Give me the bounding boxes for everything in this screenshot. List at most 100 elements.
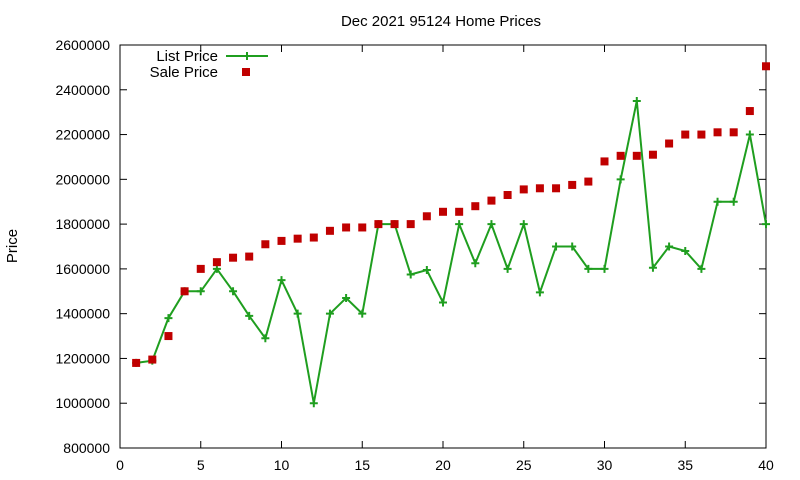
x-tick-label: 30 xyxy=(597,457,613,473)
y-tick-label: 1800000 xyxy=(55,216,110,232)
data-point-sale-price xyxy=(309,233,318,242)
data-point-sale-price xyxy=(665,139,674,148)
data-point-sale-price xyxy=(552,184,561,193)
plot-area: 800000 1000000 1200000 1400000 1600000 180000… xyxy=(55,37,774,473)
data-point-list-price xyxy=(762,220,770,229)
x-tick-label: 35 xyxy=(677,457,693,473)
y-tick-label: 1200000 xyxy=(55,350,110,366)
y-tick-label: 800000 xyxy=(63,440,110,456)
data-point-list-price xyxy=(293,309,302,318)
x-tick-label: 20 xyxy=(435,457,451,473)
data-point-sale-price xyxy=(148,355,157,364)
x-tick-label: 15 xyxy=(354,457,370,473)
data-point-list-price xyxy=(552,242,561,251)
y-tick-label: 2000000 xyxy=(55,171,110,187)
data-point-list-price xyxy=(535,288,544,297)
data-point-list-price xyxy=(164,314,173,323)
data-point-sale-price xyxy=(164,332,173,341)
data-point-list-price xyxy=(648,263,657,272)
data-point-sale-price xyxy=(406,220,415,229)
x-tick-label: 5 xyxy=(197,457,205,473)
data-point-list-price xyxy=(325,309,334,318)
data-point-list-price xyxy=(358,309,367,318)
data-point-sale-price xyxy=(519,185,528,194)
data-point-list-price xyxy=(713,197,722,206)
data-point-list-price xyxy=(261,334,270,343)
data-point-sale-price xyxy=(293,234,302,243)
legend-marker-list-price xyxy=(243,52,251,60)
data-point-sale-price xyxy=(503,191,512,200)
data-point-sale-price xyxy=(212,258,221,267)
data-point-sale-price xyxy=(358,223,367,232)
data-point-list-price xyxy=(697,264,706,273)
legend-marker-sale-price xyxy=(242,68,250,76)
data-point-sale-price xyxy=(648,150,657,159)
data-point-list-price xyxy=(487,220,496,229)
data-point-list-price xyxy=(196,287,205,296)
data-point-sale-price xyxy=(132,358,141,367)
data-point-list-price xyxy=(584,264,593,273)
data-point-sale-price xyxy=(568,180,577,189)
data-point-sale-price xyxy=(196,264,205,273)
data-point-list-price xyxy=(519,220,528,229)
data-point-list-price xyxy=(665,242,674,251)
y-tick-label: 2200000 xyxy=(55,127,110,143)
data-point-list-price xyxy=(632,96,641,105)
data-point-sale-price xyxy=(245,252,254,261)
chart-title: Dec 2021 95124 Home Prices xyxy=(341,13,541,30)
data-point-sale-price xyxy=(762,62,770,71)
data-point-sale-price xyxy=(729,128,738,137)
data-point-sale-price xyxy=(390,220,399,229)
data-point-list-price xyxy=(471,259,480,268)
data-point-sale-price xyxy=(584,177,593,186)
legend: List Price Sale Price xyxy=(150,48,268,81)
data-point-sale-price xyxy=(422,212,431,221)
data-point-sale-price xyxy=(439,207,447,216)
data-point-sale-price xyxy=(229,253,238,262)
data-point-sale-price xyxy=(745,107,754,116)
data-point-list-price xyxy=(229,287,238,296)
data-point-sale-price xyxy=(487,196,496,205)
data-point-list-price xyxy=(245,311,254,320)
legend-key-list-price xyxy=(226,52,268,60)
data-point-sale-price xyxy=(600,157,609,166)
data-point-sale-price xyxy=(261,240,270,249)
y-tick-label: 1600000 xyxy=(55,261,110,277)
data-point-sale-price xyxy=(713,128,722,137)
data-point-sale-price xyxy=(455,207,464,216)
data-point-list-price xyxy=(616,175,625,184)
data-point-list-price xyxy=(455,220,464,229)
data-point-sale-price xyxy=(325,226,334,235)
data-point-list-price xyxy=(568,242,577,251)
data-point-list-price xyxy=(600,264,609,273)
y-tick-label: 1000000 xyxy=(55,395,110,411)
data-point-sale-price xyxy=(697,130,706,139)
data-point-sale-price xyxy=(180,287,189,296)
legend-label-list-price: List Price xyxy=(156,48,218,65)
data-point-sale-price xyxy=(342,223,351,232)
data-point-list-price xyxy=(406,270,415,279)
data-point-sale-price xyxy=(616,151,625,160)
legend-label-sale-price: Sale Price xyxy=(150,64,218,81)
data-point-list-price xyxy=(745,130,754,139)
y-tick-label: 2600000 xyxy=(55,37,110,53)
data-point-list-price xyxy=(309,399,318,408)
legend-key-sale-price xyxy=(242,68,250,76)
x-tick-label: 0 xyxy=(116,457,124,473)
y-axis-label: Price xyxy=(4,229,21,263)
data-point-list-price xyxy=(212,264,221,273)
data-point-sale-price xyxy=(535,184,544,193)
data-point-sale-price xyxy=(681,130,690,139)
x-tick-label: 10 xyxy=(274,457,290,473)
y-tick-label: 1400000 xyxy=(55,306,110,322)
data-point-sale-price xyxy=(471,202,480,211)
series-line-list-price xyxy=(136,100,767,404)
data-point-list-price xyxy=(342,293,351,302)
x-tick-label: 40 xyxy=(758,457,774,473)
data-point-list-price xyxy=(503,264,512,273)
data-point-list-price xyxy=(681,246,690,255)
data-point-list-price xyxy=(439,298,447,307)
data-point-sale-price xyxy=(374,220,383,229)
data-point-list-price xyxy=(277,276,286,285)
